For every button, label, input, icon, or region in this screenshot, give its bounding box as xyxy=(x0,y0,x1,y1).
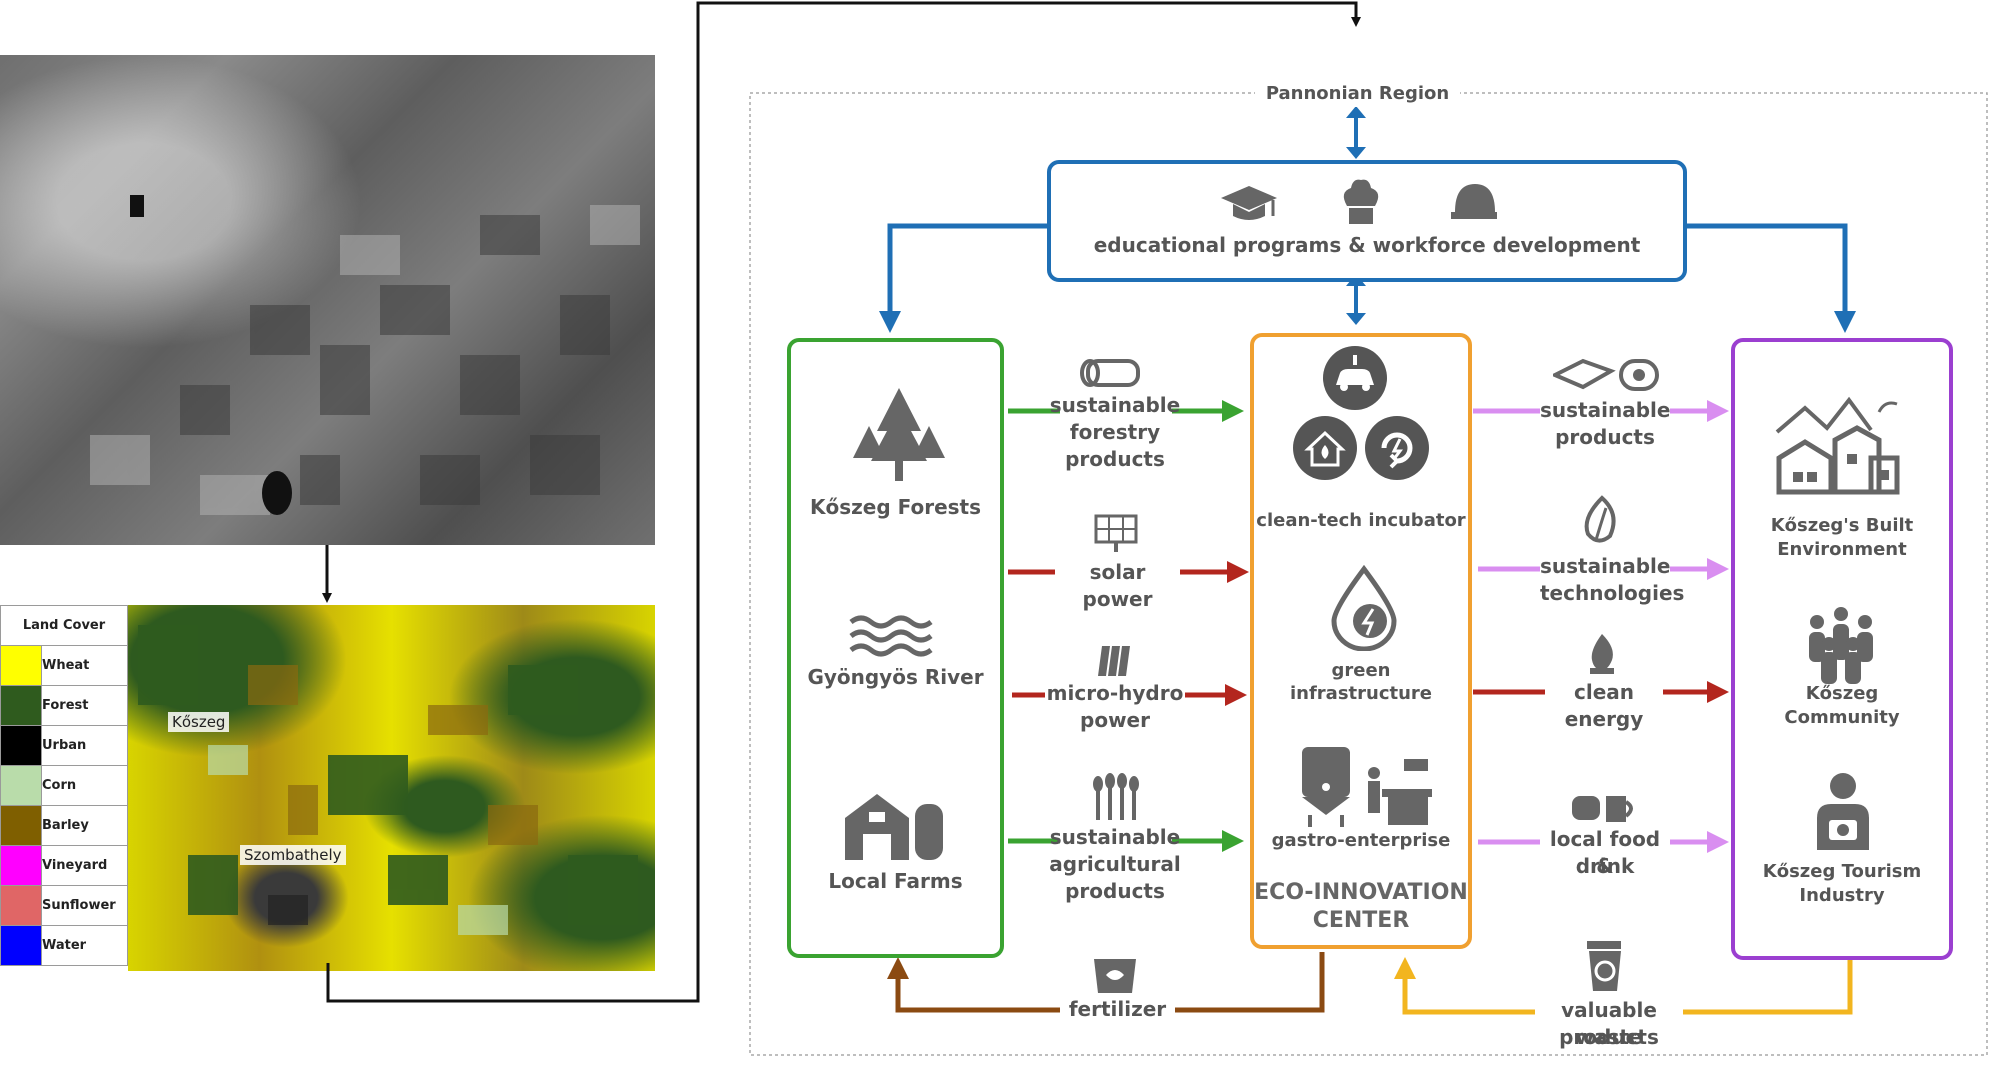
community-box: Kőszeg's Built Environment Kőszeg Commun… xyxy=(1731,338,1953,960)
log-icon xyxy=(1080,359,1140,387)
built-environment-label-1: Kőszeg's Built xyxy=(1770,515,1914,536)
hydro-flow-label-2: power xyxy=(1080,708,1150,732)
legend-label: Sunflower xyxy=(41,885,128,926)
place-label-koszeg: Kőszeg xyxy=(168,712,230,732)
local-resources-box: Kőszeg Forests Gyöngyös River Local Farm… xyxy=(787,338,1004,958)
flame-energy-icon xyxy=(1590,634,1614,674)
river-label: Gyöngyös River xyxy=(807,665,984,689)
food-flow-label-2: drink xyxy=(1575,854,1635,878)
hard-hat-icon xyxy=(1451,184,1497,219)
farms-label: Local Farms xyxy=(828,869,963,893)
region-title: Pannonian Region xyxy=(1255,80,1460,107)
wheat-grain-icon xyxy=(1093,773,1139,820)
leaf-tech-icon xyxy=(1584,495,1616,543)
dark-patch xyxy=(130,195,144,217)
eco-innovation-center-box: clean-tech incubator green infrastructur… xyxy=(1250,333,1472,949)
chef-hat-icon xyxy=(1343,179,1379,224)
green-infrastructure-label-1: green xyxy=(1331,660,1391,681)
legend-swatch xyxy=(0,845,42,886)
legend-label: Water xyxy=(41,925,128,966)
legend-swatch xyxy=(0,805,42,846)
legend-label: Forest xyxy=(41,685,128,726)
gastro-enterprise-label: gastro-enterprise xyxy=(1271,830,1451,851)
legend-swatch xyxy=(0,765,42,806)
legend-swatch xyxy=(0,725,42,766)
legend-swatch xyxy=(0,685,42,726)
renewable-cycle-icon xyxy=(1365,416,1429,480)
built-environment-icon xyxy=(1775,396,1900,495)
community-label-1: Kőszeg xyxy=(1805,683,1879,704)
center-title-line2: CENTER xyxy=(1312,908,1410,933)
forest-trees-icon xyxy=(853,388,945,481)
green-infrastructure-label-2: infrastructure xyxy=(1289,683,1433,704)
education-label: educational programs & workforce develop… xyxy=(1093,233,1641,257)
place-label-szombathely: Szombathely xyxy=(240,845,346,865)
farm-barn-icon xyxy=(845,794,943,860)
tourism-label-2: Industry xyxy=(1799,885,1885,906)
brewery-kitchen-icon xyxy=(1302,747,1432,827)
waste-flow-label-1: valuable waste xyxy=(1535,997,1683,1051)
satellite-image xyxy=(0,55,655,545)
community-label-2: Community xyxy=(1784,707,1900,728)
agri-flow-label-2: agricultural xyxy=(1049,852,1181,876)
legend-label: Wheat xyxy=(41,645,128,686)
hydro-turbine-icon xyxy=(1098,646,1130,676)
waste-flow-label-2: products xyxy=(1559,1025,1659,1049)
education-box: educational programs & workforce develop… xyxy=(1047,160,1687,282)
tourist-camera-icon xyxy=(1817,773,1869,850)
graduation-cap-icon xyxy=(1221,186,1277,220)
legend-swatch xyxy=(0,925,42,966)
water-energy-drop-icon xyxy=(1331,565,1397,651)
forests-label: Kőszeg Forests xyxy=(809,495,981,519)
energy-flow-label: clean energy xyxy=(1545,679,1663,733)
land-cover-legend: Land Cover Wheat Forest Urban Corn Barle… xyxy=(0,605,128,966)
legend-swatch xyxy=(0,645,42,686)
built-environment-label-2: Environment xyxy=(1777,539,1907,560)
forestry-flow-label-2: forestry xyxy=(1069,420,1161,444)
electric-car-icon xyxy=(1323,346,1387,410)
green-house-icon xyxy=(1293,416,1357,480)
agri-flow-label-3: products xyxy=(1065,879,1165,903)
fertilizer-bag-icon xyxy=(1094,959,1136,993)
water-waves-icon xyxy=(849,615,933,657)
bread-drink-icon xyxy=(1572,796,1633,822)
forestry-flow-label-1: sustainable xyxy=(1049,393,1181,417)
recycling-bin-icon xyxy=(1587,941,1621,991)
incubator-label: clean-tech incubator xyxy=(1256,510,1466,531)
center-title-line1: ECO-INNOVATION xyxy=(1254,880,1468,905)
tourism-label-1: Kőszeg Tourism xyxy=(1762,861,1922,882)
agri-flow-label-1: sustainable xyxy=(1049,825,1181,849)
land-cover-map: Kőszeg Szombathely xyxy=(128,605,655,971)
products-flow-label-2: products xyxy=(1555,425,1655,449)
tech-flow-label-1: sustainable xyxy=(1540,553,1671,580)
community-people-icon xyxy=(1809,607,1873,684)
tech-flow-label-2: technologies xyxy=(1540,581,1685,605)
food-flow-label-1: local food & xyxy=(1540,826,1670,880)
timber-roll-icon xyxy=(1553,358,1659,391)
solar-panel-icon xyxy=(1094,514,1138,552)
hydro-flow-label-1: micro-hydro xyxy=(1045,680,1185,707)
fertilizer-flow-label: fertilizer xyxy=(1060,996,1175,1023)
forestry-flow-label-3: products xyxy=(1065,447,1165,471)
legend-label: Corn xyxy=(41,765,128,806)
lake-dark-area xyxy=(262,471,292,515)
solar-flow-label: solar power xyxy=(1055,559,1180,613)
products-flow-label-1: sustainable xyxy=(1540,397,1671,424)
